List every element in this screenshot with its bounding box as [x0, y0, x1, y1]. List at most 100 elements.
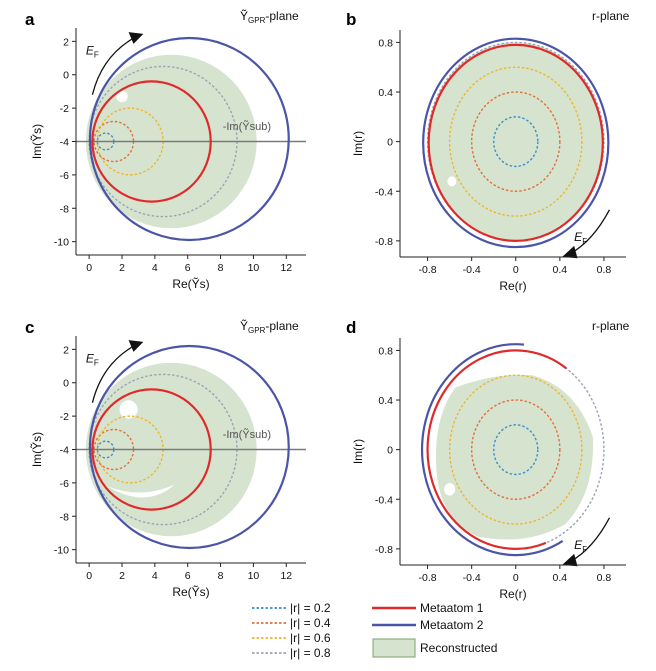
panel-c-xtick-label: 10 [248, 570, 260, 582]
panel-a-xtick-label: 6 [185, 262, 191, 274]
panel-d-metaatom1-curve [426, 349, 568, 550]
panel-d-r-circle-06 [448, 374, 583, 525]
panel-a-xtick-label: 2 [119, 262, 125, 274]
panel-c-ytick-label: 0 [63, 378, 69, 390]
panel-b-ef-label: EF [574, 230, 587, 246]
panel-d-ytick-label: 0.8 [378, 345, 393, 357]
panel-c-ef-arrow-head [128, 340, 144, 352]
panel-b-region-hole [447, 176, 457, 187]
panel-a-ytick-label: -2 [60, 103, 69, 115]
panel-a-ytick-label: -4 [60, 137, 69, 149]
panel-d-xtick-label: 0 [513, 572, 519, 584]
panel-d-reconstructed-region [435, 374, 594, 540]
panel-c-xtick-label: 0 [86, 570, 92, 582]
panel-c-metaatom1-curve [91, 388, 212, 511]
panel-d-ylabel: Im(r) [351, 439, 365, 464]
panel-c-xlabel: Re(Ỹs) [172, 585, 209, 599]
panel-c-xtick-label: 12 [280, 570, 292, 582]
panel-a-region-hole [116, 90, 128, 103]
legend: |r| = 0.2 |r| = 0.4 |r| = 0.6 |r| = 0.8 … [252, 601, 497, 660]
panel-a-ef-arrow-head [128, 32, 144, 44]
panel-d-metaatom2-curve [420, 343, 564, 557]
panel-a-ylabel: Im(Ỹs) [30, 124, 44, 159]
panel-d-xtick-label: -0.8 [419, 572, 437, 584]
panel-d-xlabel: Re(r) [499, 587, 526, 601]
panel-c-ef-label: EF [86, 352, 99, 368]
panel-b-ytick-label: 0.8 [378, 37, 393, 49]
panel-label-d: d [346, 318, 356, 337]
panel-c-xtick-label: 6 [185, 570, 191, 582]
panel-b-r-circle-02 [493, 116, 539, 168]
panel-b-metaatom1-curve [427, 43, 604, 242]
legend-label-reconstructed: Reconstructed [420, 641, 497, 655]
panel-d: EF -0.8 -0.4 0 0.4 0.8 0.8 0.4 0 -0.4 -0.8 Re(r) Im(… [351, 338, 626, 601]
panel-c-ef-arrow-shaft [91, 343, 138, 403]
panel-a-ef-label: EF [86, 44, 99, 60]
panel-d-xtick-label: -0.4 [463, 572, 481, 584]
panel-c-ylabel: Im(Ỹs) [30, 432, 44, 467]
panel-a-ytick-label: -6 [60, 170, 69, 182]
panel-d-ytick-label: -0.8 [375, 544, 393, 556]
panel-b-ytick-label: -0.4 [375, 186, 393, 198]
panel-d-r-circle-04 [470, 399, 561, 500]
panel-c-title: ỸGPR-plane [240, 319, 299, 335]
panel-b-r-circle-06 [448, 66, 583, 217]
legend-swatch-reconstructed [372, 638, 416, 658]
panel-d-ytick-label: 0 [387, 445, 393, 457]
panel-c-ytick-label: -6 [60, 478, 69, 490]
panel-c-xtick-label: 2 [119, 570, 125, 582]
panel-d-ef-label: EF [574, 538, 587, 554]
panel-a-xtick-label: 10 [248, 262, 260, 274]
panel-b-ef-arrow-head [562, 245, 578, 259]
panel-d-r-circle-02 [493, 424, 539, 476]
panel-a-ytick-label: 0 [63, 70, 69, 82]
panel-label-b: b [346, 10, 356, 29]
legend-label-r04: |r| = 0.4 [290, 616, 331, 630]
legend-label-r06: |r| = 0.6 [290, 631, 331, 645]
legend-label-r02: |r| = 0.2 [290, 601, 331, 615]
panel-b-xtick-label: 0 [513, 264, 519, 276]
panel-b-xtick-label: -0.8 [419, 264, 437, 276]
panel-b-title: r-plane [592, 9, 630, 23]
panel-b-metaatom2-curve [422, 37, 610, 249]
panel-b-r-circle-08 [426, 41, 605, 242]
panel-a-ef-arrow-shaft [91, 35, 138, 95]
legend-label-metaatom2: Metaatom 2 [420, 618, 484, 632]
panel-b-ytick-label: 0 [387, 137, 393, 149]
legend-label-r08: |r| = 0.8 [290, 646, 331, 660]
panel-a-xtick-label: 0 [86, 262, 92, 274]
panel-c-region-hole [119, 400, 138, 419]
panel-a-xlabel: Re(Ỹs) [172, 277, 209, 291]
panel-c-region-gap [107, 484, 175, 498]
panel-a-xtick-label: 4 [152, 262, 158, 274]
panel-c: -Im(Ỹsub) EF 0 2 4 6 8 10 12 2 0 -2 -4 -6 -8 -10 Re(Ỹs) I… [30, 336, 306, 599]
panel-a: -Im(Ỹsub) EF 0 2 4 6 8 10 12 2 0 -2 -4 -6 -8 -10 Re(Ỹs) I… [30, 28, 306, 291]
panel-b-ylabel: Im(r) [351, 131, 365, 156]
panel-c-substrate-annotation: -Im(Ỹsub) [223, 428, 271, 441]
panel-b-xtick-label: 0.8 [597, 264, 612, 276]
panel-c-xtick-label: 8 [218, 570, 224, 582]
panel-b-ytick-label: -0.8 [375, 236, 393, 248]
panel-c-ytick-label: -4 [60, 445, 69, 457]
panel-label-a: a [25, 10, 35, 29]
panel-d-title: r-plane [592, 319, 630, 333]
panel-a-xtick-label: 12 [280, 262, 292, 274]
panel-d-ytick-label: -0.4 [375, 494, 393, 506]
panel-a-ytick-label: -10 [54, 237, 69, 249]
panel-b: EF -0.8 -0.4 0 0.4 0.8 0.8 0.4 0 -0.4 -0.8 Re(r) Im(… [351, 30, 626, 293]
panel-b-r-circle-04 [470, 91, 561, 192]
panel-c-ytick-label: 2 [63, 344, 69, 356]
panel-b-xtick-label: -0.4 [463, 264, 481, 276]
panel-d-ytick-label: 0.4 [378, 395, 393, 407]
panel-d-ef-arrow-head [562, 553, 578, 567]
panel-b-xlabel: Re(r) [499, 279, 526, 293]
panel-c-ytick-label: -2 [60, 411, 69, 423]
legend-label-metaatom1: Metaatom 1 [420, 601, 484, 615]
panel-a-metaatom1-curve [91, 80, 212, 203]
panel-d-region-hole [444, 483, 456, 496]
panel-c-ytick-label: -8 [60, 511, 69, 523]
panel-a-substrate-annotation: -Im(Ỹsub) [223, 120, 271, 133]
panel-a-ytick-label: -8 [60, 203, 69, 215]
panel-label-c: c [25, 318, 34, 337]
